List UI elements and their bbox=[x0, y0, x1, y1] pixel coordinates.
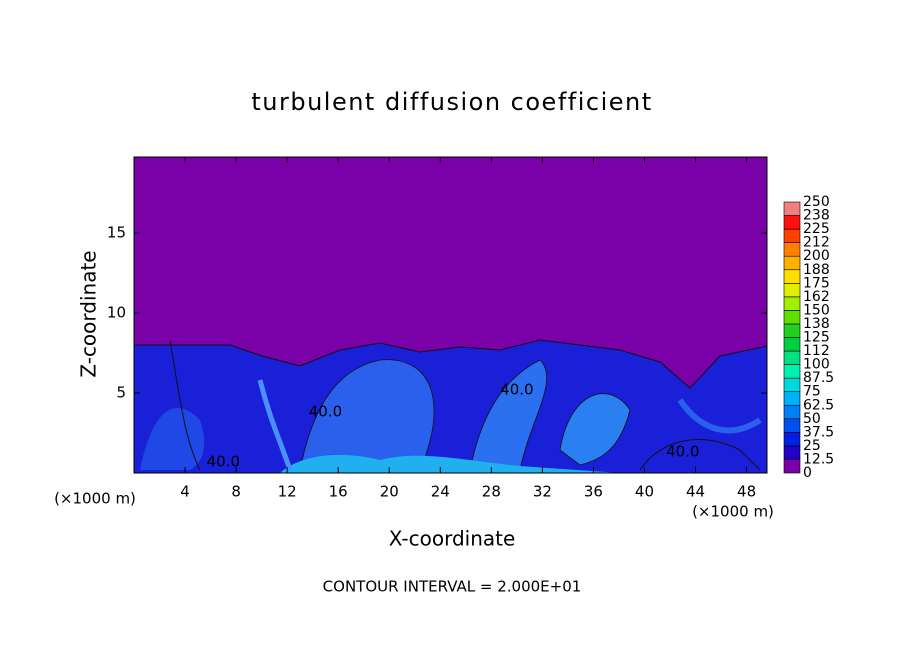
x-tick-label: 24 bbox=[431, 483, 450, 501]
x-tick-label: 32 bbox=[533, 483, 552, 501]
x-tick-label: 36 bbox=[584, 483, 603, 501]
contour-label: 40.0 bbox=[309, 403, 342, 421]
contour-label: 40.0 bbox=[666, 443, 699, 461]
x-tick-label: 44 bbox=[686, 483, 705, 501]
colorbar-segment bbox=[783, 377, 801, 392]
colorbar-label: 138 bbox=[803, 316, 830, 332]
x-tick-label: 28 bbox=[482, 483, 501, 501]
x-tick-label: 20 bbox=[380, 483, 399, 501]
contour-label: 40.0 bbox=[500, 380, 533, 398]
colorbar-label: 87.5 bbox=[803, 370, 834, 386]
x-tick-label: 8 bbox=[231, 483, 241, 501]
x-tick-label: 4 bbox=[180, 483, 190, 501]
colorbar-segment bbox=[783, 282, 801, 298]
colorbar-label: 212 bbox=[803, 235, 830, 251]
colorbar-segment bbox=[783, 296, 801, 311]
x-tick-label: 16 bbox=[329, 483, 348, 501]
colorbar-label: 62.5 bbox=[803, 397, 834, 413]
x-tick-label: 40 bbox=[635, 483, 654, 501]
x-axis-label: X-coordinate bbox=[389, 527, 516, 551]
colorbar-segment bbox=[783, 364, 801, 379]
colorbar-segment bbox=[783, 242, 801, 257]
y-tick-label: 15 bbox=[107, 224, 126, 242]
colorbar-segment bbox=[783, 215, 801, 230]
colorbar-segment bbox=[783, 337, 801, 352]
plot-frame bbox=[133, 156, 768, 474]
colorbar-label: 37.5 bbox=[803, 424, 834, 440]
field bbox=[134, 157, 767, 473]
colorbar-label: 188 bbox=[803, 262, 830, 278]
colorbar-segment bbox=[783, 255, 801, 271]
colorbar-segment bbox=[783, 459, 801, 474]
x-tick-label: 12 bbox=[278, 483, 297, 501]
colorbar-label: 175 bbox=[803, 275, 830, 291]
contour-label: 40.0 bbox=[207, 452, 240, 470]
colorbar-segment bbox=[783, 350, 801, 365]
colorbar-label: 0 bbox=[803, 465, 812, 481]
colorbar-label: 238 bbox=[803, 208, 830, 224]
colorbar-label: 162 bbox=[803, 289, 830, 305]
colorbar-label: 150 bbox=[803, 302, 830, 318]
x-unit-label: (×1000 m) bbox=[692, 503, 774, 521]
colorbar-label: 225 bbox=[803, 221, 830, 237]
colorbar-segment bbox=[783, 269, 801, 284]
colorbar-label: 250 bbox=[803, 194, 830, 210]
colorbar-segment bbox=[783, 418, 801, 433]
colorbar-label: 12.5 bbox=[803, 451, 834, 467]
y-tick-label: 5 bbox=[116, 384, 126, 402]
colorbar-label: 112 bbox=[803, 343, 830, 359]
colorbar-segment bbox=[783, 432, 801, 447]
colorbar-segment bbox=[783, 310, 801, 325]
y-axis-label: Z-coordinate bbox=[77, 250, 101, 377]
colorbar-label: 100 bbox=[803, 357, 830, 373]
chart-title: turbulent diffusion coefficient bbox=[251, 88, 652, 116]
colorbar-segment bbox=[783, 391, 801, 406]
colorbar-label: 200 bbox=[803, 248, 830, 264]
colorbar-segment bbox=[783, 323, 801, 338]
colorbar-segment bbox=[783, 201, 801, 216]
x-unit-label: (×1000 m) bbox=[54, 490, 136, 508]
colorbar-label: 75 bbox=[803, 384, 821, 400]
x-tick-label: 48 bbox=[737, 483, 756, 501]
colorbar-label: 50 bbox=[803, 411, 821, 427]
colorbar-segment bbox=[783, 228, 801, 243]
colorbar-segment bbox=[783, 404, 801, 420]
colorbar-segment bbox=[783, 445, 801, 460]
colorbar-label: 125 bbox=[803, 330, 830, 346]
y-tick-label: 10 bbox=[107, 304, 126, 322]
colorbar-label: 25 bbox=[803, 438, 821, 454]
footer: CONTOUR INTERVAL = 2.000E+01 bbox=[323, 578, 582, 596]
